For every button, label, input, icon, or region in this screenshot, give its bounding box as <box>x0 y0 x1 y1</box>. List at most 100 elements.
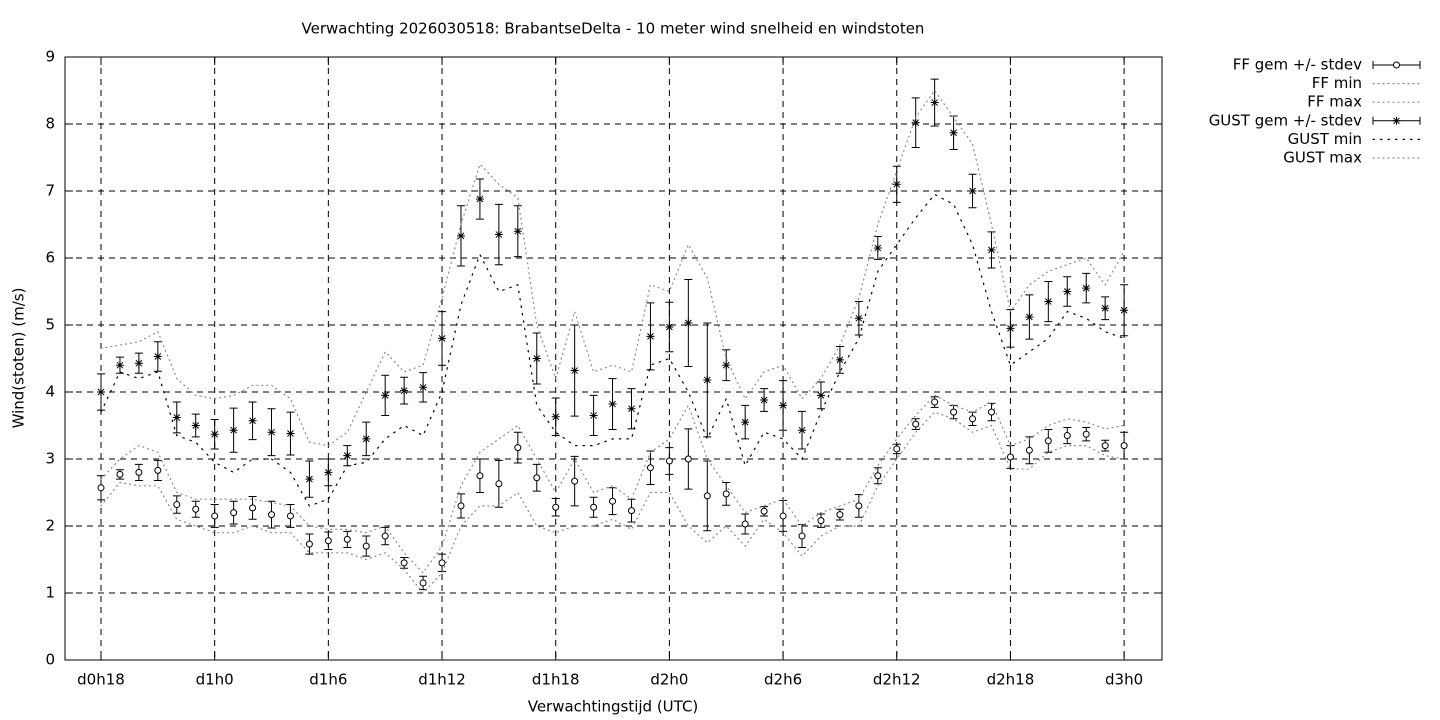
marker <box>1006 324 1015 333</box>
y-tick-label: 4 <box>45 383 55 401</box>
marker <box>475 195 484 204</box>
marker <box>305 475 314 484</box>
legend-label: FF min <box>1312 74 1362 92</box>
legend-label: GUST min <box>1288 130 1362 148</box>
marker <box>987 245 996 254</box>
marker <box>741 418 750 427</box>
y-tick-label: 9 <box>45 48 55 66</box>
marker <box>514 444 522 452</box>
marker <box>627 507 635 515</box>
marker <box>1025 446 1033 454</box>
marker <box>570 366 579 375</box>
marker <box>456 231 465 240</box>
marker <box>494 230 503 239</box>
marker <box>192 505 200 513</box>
plot-frame <box>64 56 1163 661</box>
x-axis-label: Verwachtingstijd (UTC) <box>528 698 699 716</box>
marker <box>96 388 105 396</box>
marker <box>646 464 654 472</box>
marker <box>343 451 352 460</box>
marker <box>267 428 276 437</box>
marker <box>1082 284 1091 293</box>
marker <box>438 559 446 567</box>
marker <box>552 503 560 511</box>
marker <box>892 180 901 189</box>
marker <box>741 520 749 528</box>
marker <box>324 537 332 545</box>
marker <box>987 408 995 416</box>
marker <box>1063 287 1072 296</box>
marker <box>912 420 920 428</box>
marker <box>760 507 768 515</box>
marker <box>533 474 541 482</box>
x-tick-label: d1h12 <box>418 671 466 689</box>
y-tick-label: 6 <box>45 249 55 267</box>
marker <box>324 468 333 477</box>
x-tick-label: d3h0 <box>1105 671 1143 689</box>
marker <box>684 455 692 463</box>
marker <box>1044 437 1052 445</box>
marker <box>836 511 844 519</box>
marker <box>627 404 636 413</box>
marker <box>835 355 844 364</box>
marker <box>116 470 124 478</box>
marker <box>931 398 939 406</box>
y-tick-label: 3 <box>45 450 55 468</box>
marker <box>779 512 787 520</box>
marker <box>362 434 371 443</box>
x-tick-label: d2h0 <box>650 671 688 689</box>
marker <box>665 323 674 332</box>
series-line <box>100 411 1125 594</box>
marker <box>854 314 863 323</box>
marker <box>115 361 124 370</box>
marker <box>229 426 238 435</box>
marker <box>438 334 447 343</box>
marker <box>722 361 731 370</box>
marker <box>191 421 200 430</box>
marker <box>760 396 769 405</box>
x-tick-label: d2h6 <box>764 671 802 689</box>
marker <box>873 243 882 252</box>
marker <box>419 383 428 392</box>
series-line <box>100 394 1125 574</box>
marker <box>381 391 390 400</box>
marker <box>1120 306 1129 315</box>
marker <box>1101 304 1110 313</box>
marker <box>362 542 370 550</box>
series-line <box>100 193 1125 507</box>
marker <box>798 532 806 540</box>
marker <box>495 480 503 488</box>
x-tick-label: d2h12 <box>873 671 921 689</box>
marker <box>684 318 693 327</box>
marker <box>419 579 427 587</box>
series-line <box>100 89 1125 447</box>
marker <box>1006 453 1014 461</box>
marker <box>703 492 711 500</box>
y-tick-label: 5 <box>45 316 55 334</box>
y-axis-label: Wind(stoten) (m/s) <box>10 288 28 429</box>
marker <box>400 559 408 567</box>
chart-title: Verwachting 2026030518: BrabantseDelta -… <box>302 20 925 38</box>
marker <box>457 502 465 510</box>
marker <box>911 118 920 127</box>
marker <box>798 426 807 435</box>
marker <box>172 413 181 422</box>
marker <box>703 375 712 384</box>
marker <box>1101 442 1109 450</box>
marker <box>949 128 958 137</box>
marker <box>286 429 295 438</box>
marker <box>722 490 730 498</box>
marker <box>969 415 977 423</box>
y-tick-label: 0 <box>45 651 55 669</box>
marker <box>608 400 617 409</box>
x-tick-label: d2h18 <box>987 671 1035 689</box>
marker <box>874 472 882 480</box>
legend-label: GUST gem +/- stdev <box>1209 111 1362 129</box>
marker <box>1063 432 1071 440</box>
y-tick-label: 1 <box>45 584 55 602</box>
legend-label: FF gem +/- stdev <box>1233 56 1362 74</box>
marker <box>590 503 598 511</box>
marker <box>248 416 257 425</box>
marker <box>1044 297 1053 306</box>
